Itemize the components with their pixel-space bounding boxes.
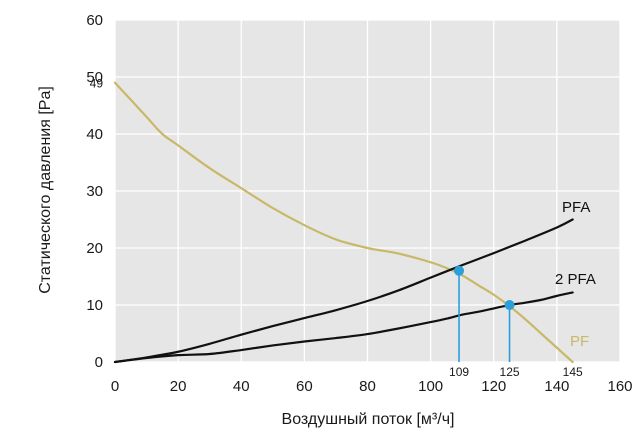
x-axis-title: Воздушный поток [м³/ч] <box>282 411 455 428</box>
operating-point-109 <box>454 265 465 276</box>
annotations: 109 125 49 145 <box>90 77 583 379</box>
y-tick-label: 0 <box>95 354 103 371</box>
series-label-pfa: PFA <box>562 199 590 216</box>
x-tick-label: 0 <box>111 378 119 395</box>
x-tick-label: 160 <box>607 378 632 395</box>
series-line-2-pfa <box>113 291 574 364</box>
y-tick-label: 30 <box>86 183 103 200</box>
x-tick-label: 60 <box>296 378 313 395</box>
x-tick-label: 120 <box>481 378 506 395</box>
operating-points <box>454 265 515 310</box>
y-tick-label: 50 <box>86 69 103 86</box>
series-label-2-pfa: 2 PFA <box>555 271 596 288</box>
y-tick-label: 40 <box>86 126 103 143</box>
grid <box>114 19 621 363</box>
operating-point-125 <box>504 300 515 310</box>
annotation-49: 49 <box>90 77 104 91</box>
drop-lines <box>458 270 511 362</box>
series-layer <box>113 81 574 364</box>
operating-point-label-125: 125 <box>500 365 520 379</box>
y-tick-label: 20 <box>86 240 103 257</box>
x-tick-label: 140 <box>544 378 569 395</box>
y-axis-title: Статического давления [Pa] <box>37 86 54 294</box>
series-labels: PF PFA 2 PFA <box>555 199 596 350</box>
y-tick-label: 10 <box>86 297 103 314</box>
series-label-pf: PF <box>570 333 589 350</box>
y-tick-label: 60 <box>86 12 103 29</box>
y-tick-labels: 0 10 20 30 40 50 60 <box>86 12 103 371</box>
x-tick-label: 100 <box>418 378 443 395</box>
x-tick-label: 40 <box>233 378 250 395</box>
annotation-145: 145 <box>563 365 583 379</box>
operating-point-label-109: 109 <box>449 365 469 379</box>
series-line-pf <box>113 81 574 364</box>
x-tick-labels: 0 20 40 60 80 100 120 140 160 <box>111 378 633 395</box>
x-tick-label: 80 <box>359 378 376 395</box>
series-line-pfa <box>113 218 574 364</box>
x-tick-label: 20 <box>170 378 187 395</box>
